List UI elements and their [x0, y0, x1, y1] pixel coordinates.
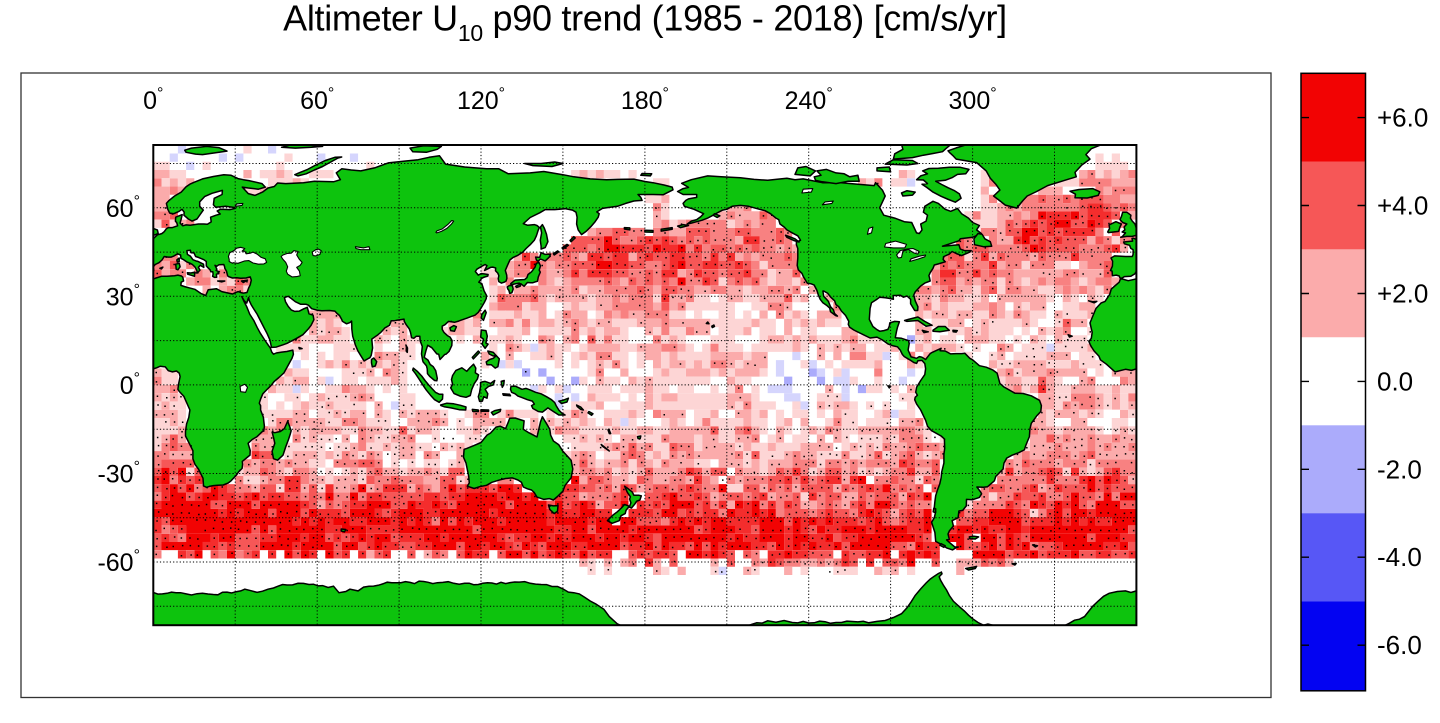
svg-text:-4.0: -4.0	[1377, 542, 1422, 572]
svg-text:-2.0: -2.0	[1377, 454, 1422, 484]
svg-text:-30°: -30°	[97, 459, 140, 489]
svg-text:+2.0: +2.0	[1377, 279, 1428, 309]
svg-text:300°: 300°	[949, 85, 997, 115]
svg-text:+6.0: +6.0	[1377, 103, 1428, 133]
svg-text:-6.0: -6.0	[1377, 630, 1422, 660]
svg-text:+4.0: +4.0	[1377, 191, 1428, 221]
svg-text:240°: 240°	[785, 85, 833, 115]
svg-text:-60°: -60°	[97, 547, 140, 577]
svg-text:180°: 180°	[621, 85, 669, 115]
svg-text:120°: 120°	[457, 85, 505, 115]
svg-text:Altimeter U10 p90 trend (1985: Altimeter U10 p90 trend (1985 - 2018) [c…	[283, 0, 1007, 46]
svg-text:0.0: 0.0	[1377, 366, 1413, 396]
